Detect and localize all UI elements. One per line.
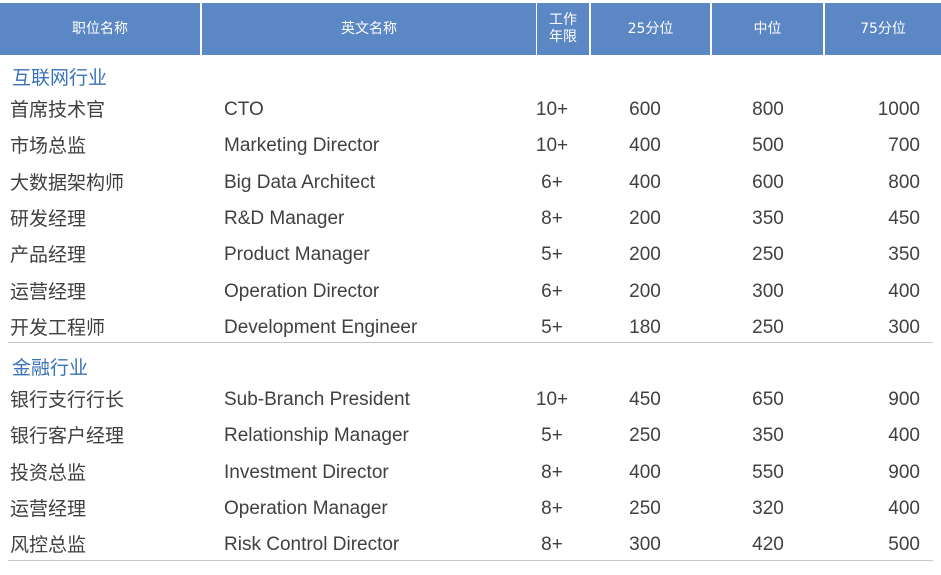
table-cell: 450 (629, 389, 661, 411)
table-cell: 300 (888, 316, 920, 338)
table-cell: 5+ (541, 244, 563, 266)
table-cell: 200 (629, 244, 661, 266)
table-cell: Sub-Branch President (224, 389, 410, 411)
table-cell: 200 (629, 280, 661, 302)
section-divider (8, 342, 933, 344)
table-cell: Investment Director (224, 461, 389, 483)
table-cell: 700 (888, 135, 920, 157)
table-cell: 6+ (541, 280, 563, 302)
table-cell: Operation Director (224, 280, 380, 302)
table-cell: Operation Manager (224, 498, 388, 519)
table-cell: 首席技术官 (10, 99, 106, 121)
table-cell: 产品经理 (10, 244, 87, 267)
header-cell: 工作年限 (537, 3, 589, 55)
table-cell: Product Manager (224, 244, 370, 266)
table-cell: 400 (888, 498, 920, 519)
table-cell: R&D Manager (224, 207, 345, 229)
table-cell: 10+ (535, 389, 569, 411)
table-cell: 600 (629, 99, 661, 120)
table-cell: 900 (888, 461, 920, 483)
table-cell: Relationship Manager (224, 425, 409, 447)
table-cell: 5+ (541, 316, 563, 338)
section-title: 互联网行业 (12, 67, 108, 89)
table-cell: 400 (888, 280, 920, 302)
table-cell: 800 (888, 171, 920, 193)
table-cell: 800 (752, 99, 784, 120)
table-cell: 550 (752, 461, 784, 483)
table-cell: 开发工程师 (10, 316, 106, 339)
table-cell: 风控总监 (10, 534, 87, 557)
header-cell: 职位名称 (0, 3, 200, 55)
table-cell: Risk Control Director (224, 534, 400, 556)
table-cell: 10+ (535, 99, 569, 120)
table-cell: 500 (752, 135, 784, 157)
table-cell: 650 (752, 389, 784, 411)
table-cell: 银行支行行长 (10, 389, 125, 412)
table-cell: 市场总监 (10, 135, 87, 158)
header-cell: 英文名称 (202, 3, 536, 55)
table-cell: 180 (629, 316, 661, 338)
table-cell: CTO (224, 99, 264, 120)
table-cell: 研发经理 (10, 207, 87, 230)
header-text: 职位名称 (72, 20, 128, 37)
header-text: 英文名称 (341, 20, 397, 37)
table-cell: 400 (629, 461, 661, 483)
table-cell: 350 (752, 425, 784, 447)
table-cell: 400 (629, 135, 661, 157)
table-cell: 900 (888, 389, 920, 411)
header-text: 中位 (753, 20, 782, 37)
table-cell: 6+ (541, 171, 563, 193)
table-cell: 投资总监 (10, 461, 87, 484)
header-cell: 中位 (712, 3, 823, 55)
table-cell: 420 (752, 534, 784, 556)
header-text: 75分位 (860, 20, 906, 37)
table-cell: 250 (752, 316, 784, 338)
header-text: 25分位 (627, 20, 674, 37)
table-cell: 320 (752, 498, 784, 519)
table-cell: 300 (629, 534, 661, 556)
table-cell: 1000 (877, 99, 920, 120)
table-cell: 运营经理 (10, 280, 87, 303)
table-cell: 5+ (541, 425, 563, 447)
header-text: 工作年限 (549, 12, 577, 45)
table-cell: 600 (752, 171, 784, 193)
table-cell: 200 (629, 207, 661, 229)
table-cell: 8+ (541, 207, 563, 229)
table-cell: 250 (752, 244, 784, 266)
table-cell: 250 (629, 498, 661, 519)
table-cell: 大数据架构师 (10, 171, 125, 194)
table-cell: 8+ (541, 498, 563, 519)
table-cell: 10+ (535, 135, 569, 157)
table-cell: 450 (888, 207, 920, 229)
table-cell: Marketing Director (224, 135, 380, 157)
table-cell: 300 (752, 280, 784, 302)
table-cell: 350 (752, 207, 784, 229)
table-cell: 350 (888, 244, 920, 266)
table-cell: 400 (888, 425, 920, 447)
section-divider (8, 559, 933, 561)
table-cell: 银行客户经理 (10, 425, 125, 448)
table-cell: Development Engineer (224, 316, 418, 338)
table-cell: 500 (888, 534, 920, 556)
table-cell: 运营经理 (10, 498, 87, 520)
header-cell: 75分位 (825, 3, 941, 55)
header-cell: 25分位 (591, 3, 710, 55)
table-cell: Big Data Architect (224, 171, 376, 193)
table-cell: 8+ (541, 461, 563, 483)
table-cell: 250 (629, 425, 661, 447)
section-title: 金融行业 (12, 357, 89, 380)
table-cell: 400 (629, 171, 661, 193)
table-cell: 8+ (541, 534, 563, 556)
